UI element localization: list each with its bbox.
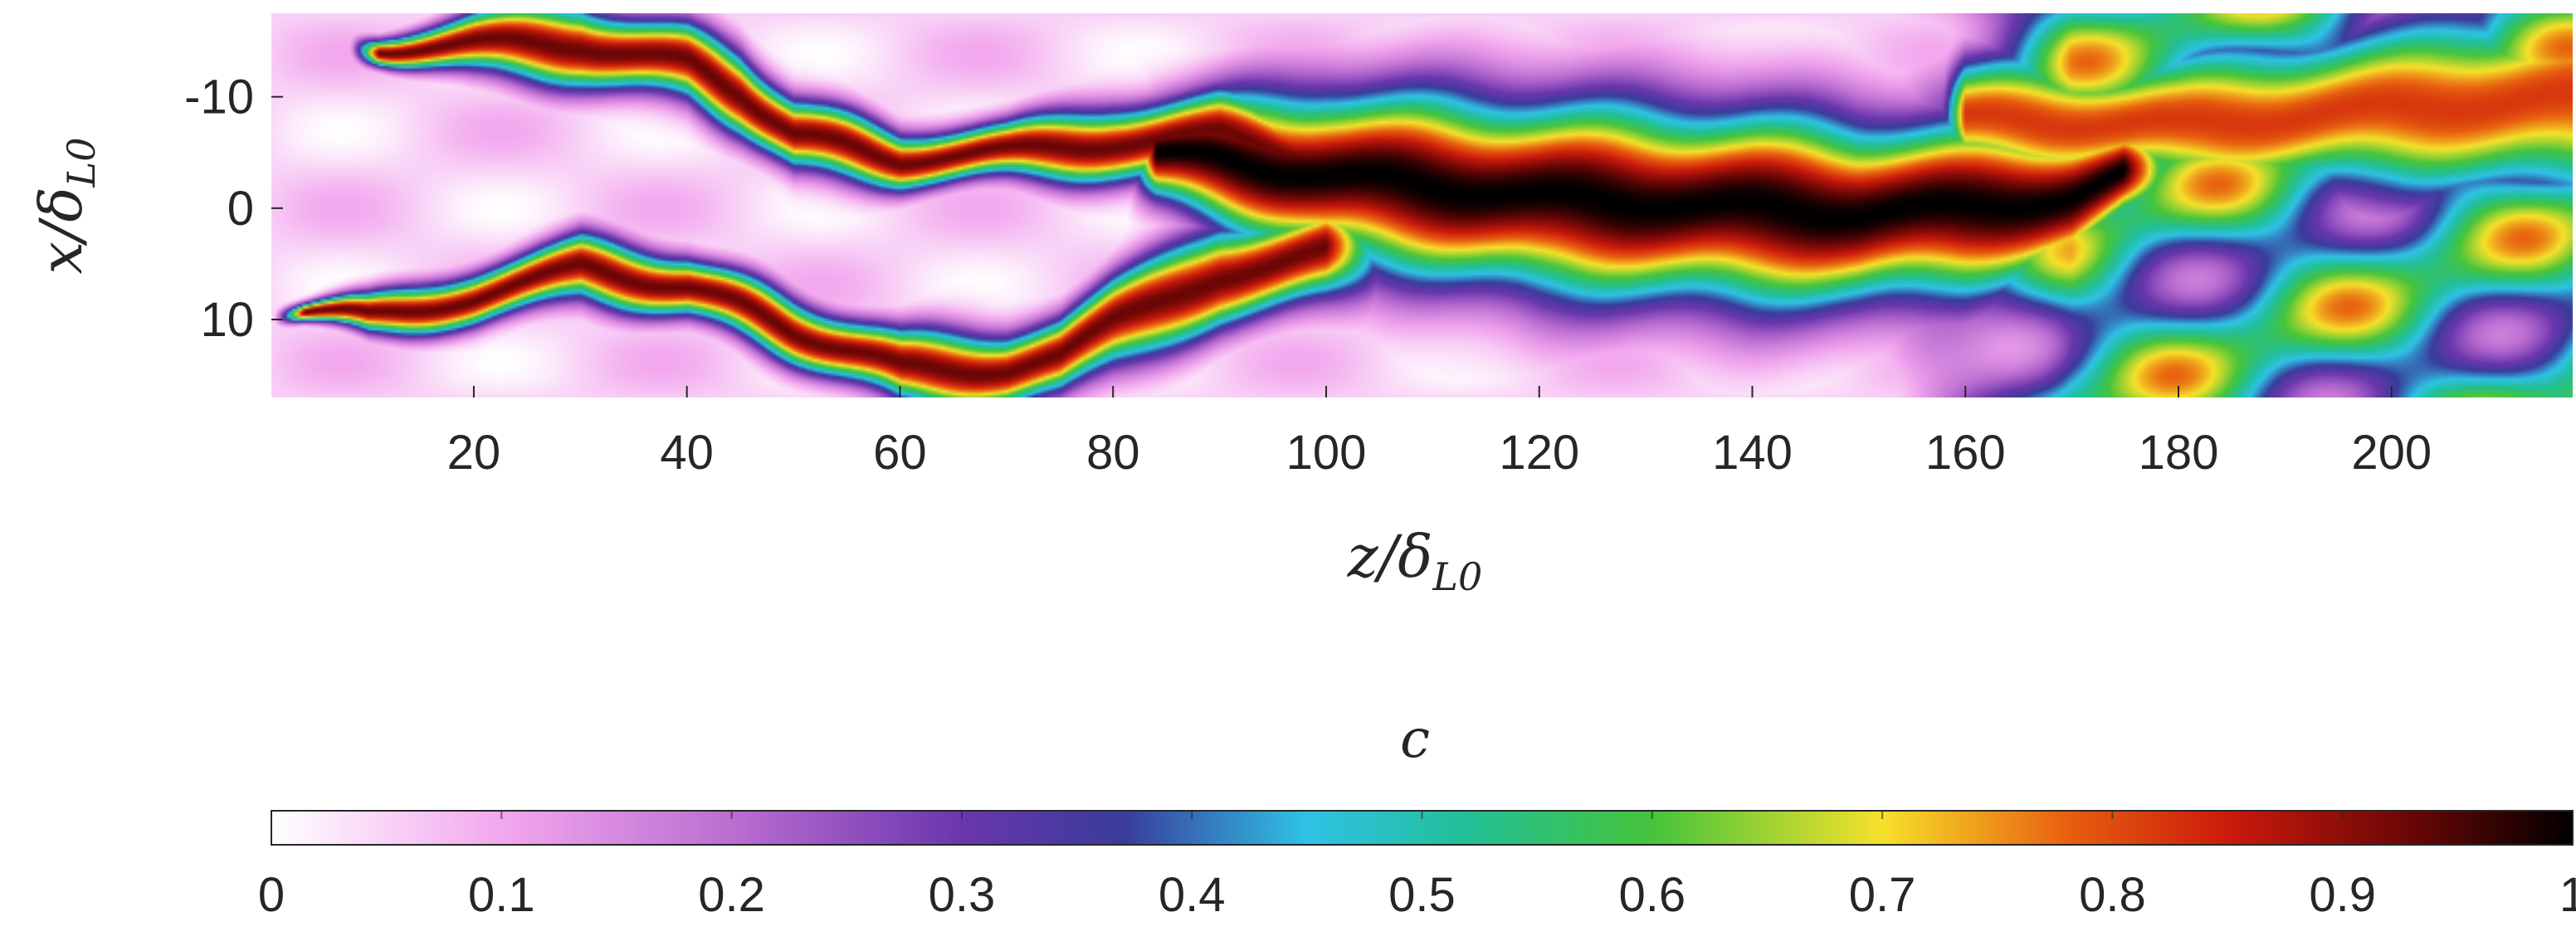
x-tick-label: 80: [1086, 426, 1140, 480]
colorbar-tick-label: 1: [2559, 868, 2576, 922]
colorbar-tick-label: 0.1: [468, 868, 535, 922]
colorbar-ticks: 0 0.1 0.2 0.3 0.4 0.5 0.6 0.7 0.8 0.9 1: [258, 811, 2576, 922]
colorbar-label: c: [1400, 709, 1430, 770]
x-tick-label: 140: [1712, 426, 1793, 480]
y-axis-ticks: -10 0 10: [184, 71, 283, 347]
x-axis-ticks: 20 40 60 80 100 120 140 160 180 200: [447, 386, 2432, 480]
x-tick-label: 60: [873, 426, 927, 480]
y-tick-label: -10: [184, 71, 254, 124]
colorbar-tick-label: 0.2: [698, 868, 765, 922]
progress-variable-field: [271, 13, 2573, 397]
x-tick-label: 120: [1499, 426, 1579, 480]
contour-plot: [271, 13, 2573, 397]
x-tick-label: 100: [1286, 426, 1367, 480]
colorbar-tick-label: 0.8: [2079, 868, 2146, 922]
x-axis-label: z/δL0: [1347, 523, 1482, 599]
y-tick-label: 0: [227, 182, 254, 236]
colorbar-tick-label: 0.7: [1849, 868, 1916, 922]
y-axis-label: x/δL0: [27, 137, 104, 274]
x-tick-label: 20: [447, 426, 501, 480]
colorbar-tick-label: 0.4: [1159, 868, 1226, 922]
x-tick-label: 160: [1925, 426, 2006, 480]
colorbar-tick-label: 0: [258, 868, 285, 922]
colorbar: [271, 810, 2574, 846]
colorbar-tick-label: 0.6: [1618, 868, 1686, 922]
colorbar-tick-label: 0.9: [2309, 868, 2376, 922]
colorbar-tick-label: 0.5: [1388, 868, 1456, 922]
colorbar-tick-label: 0.3: [929, 868, 996, 922]
x-tick-label: 200: [2351, 426, 2432, 480]
x-tick-label: 40: [660, 426, 714, 480]
y-tick-label: 10: [200, 293, 254, 347]
x-tick-label: 180: [2139, 426, 2219, 480]
